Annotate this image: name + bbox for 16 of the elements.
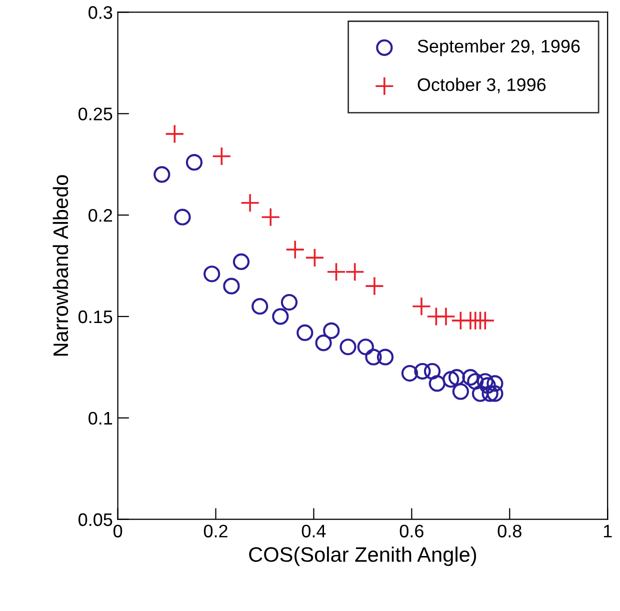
legend-label: September 29, 1996: [418, 39, 580, 56]
y-tick-label: 0.15: [78, 310, 112, 324]
y-tick-label: 0.3: [88, 6, 112, 19]
x-tick-label: 1: [604, 524, 612, 538]
x-tick-label: 0.2: [204, 524, 228, 538]
legend-label: October 3, 1996: [418, 78, 546, 94]
x-tick-label: 0: [113, 524, 122, 538]
x-tick-label: 0.6: [400, 524, 424, 538]
y-tick-label: 0.05: [78, 513, 112, 526]
y-tick-label: 0.25: [78, 108, 112, 120]
y-tick-label: 0.2: [88, 209, 112, 222]
x-tick-label: 0.4: [302, 524, 326, 538]
y-tick-label: 0.1: [88, 412, 112, 425]
x-tick-label: 0.8: [498, 524, 522, 538]
x-axis-title: COS(Solar Zenith Angle): [249, 546, 476, 566]
y-axis-title: Narrowband Albedo: [52, 175, 68, 356]
